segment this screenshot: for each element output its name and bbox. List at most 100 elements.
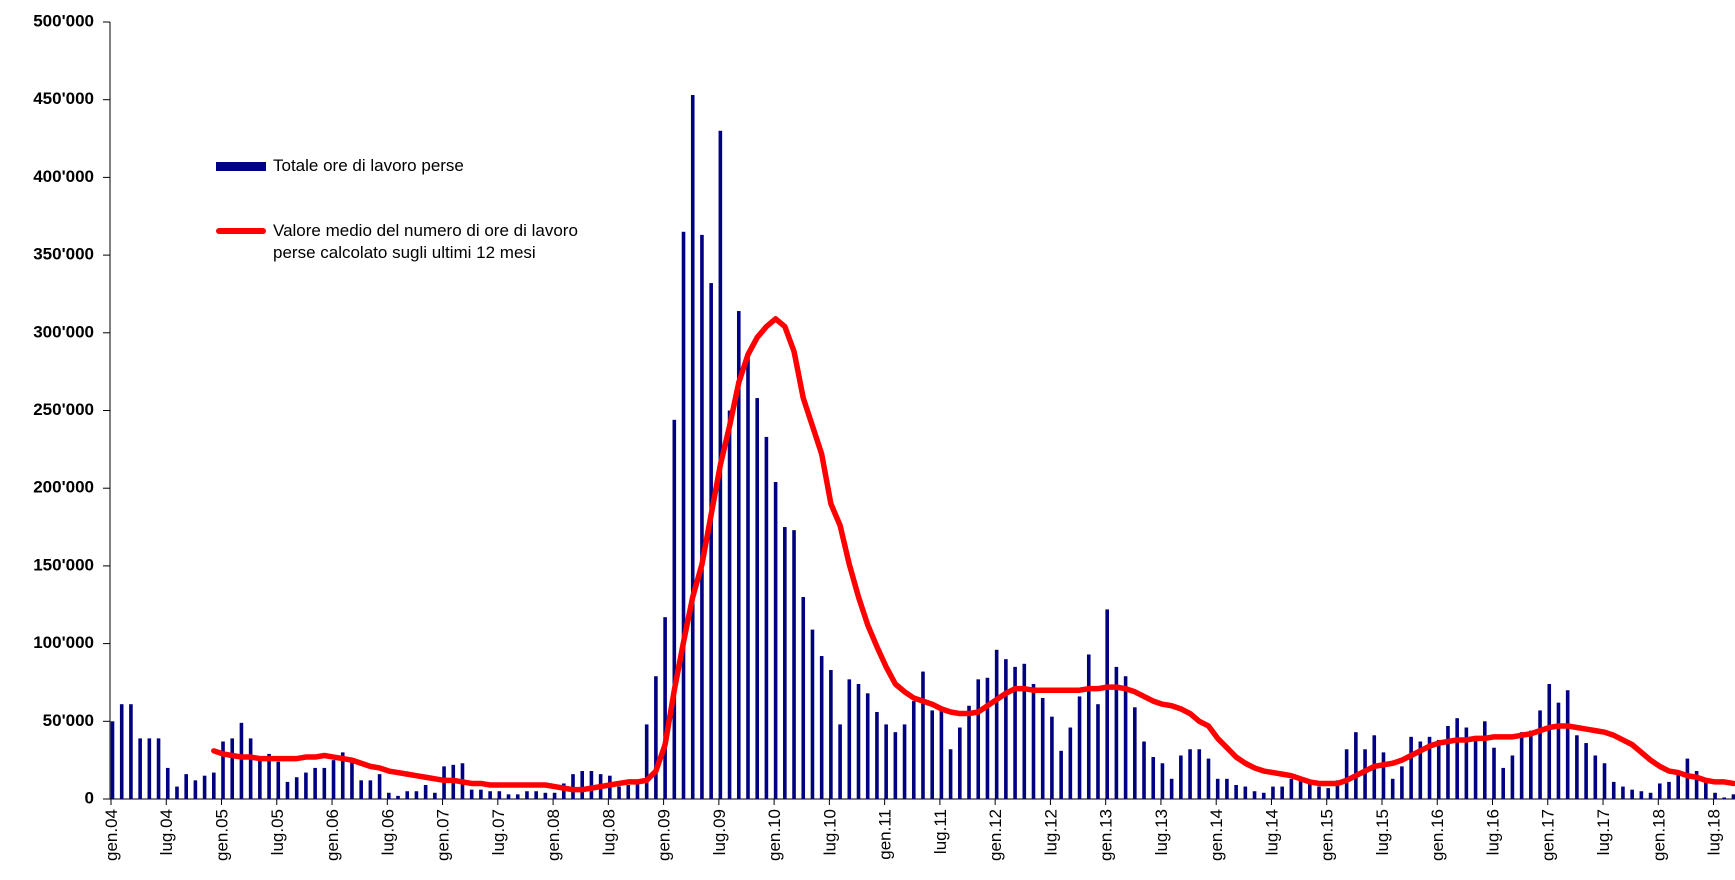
bar (1261, 792, 1266, 799)
bar (1519, 732, 1524, 799)
bar (580, 771, 585, 799)
bar (1418, 741, 1423, 799)
x-tick-label: lug.13 (1152, 809, 1171, 855)
x-tick-label: gen.16 (1428, 809, 1447, 861)
bar (1565, 690, 1570, 799)
bar (1050, 716, 1054, 799)
bar (322, 767, 327, 799)
bar (248, 738, 253, 799)
bar (387, 792, 391, 799)
bar (1482, 721, 1487, 799)
x-tick-label: lug.10 (820, 809, 839, 855)
bar (1077, 696, 1082, 799)
bar (230, 738, 235, 799)
bar (1602, 763, 1607, 799)
bar (1713, 792, 1717, 799)
bar (967, 705, 971, 799)
bar (1400, 766, 1404, 799)
bar (506, 794, 511, 799)
bar (184, 774, 188, 799)
x-tick-label: lug.08 (599, 809, 618, 855)
bar (635, 783, 640, 799)
x-tick-label: gen.09 (655, 809, 674, 861)
bar (396, 795, 400, 799)
bar (1169, 778, 1174, 799)
bar (552, 792, 557, 799)
bar (865, 693, 870, 799)
bar (681, 231, 686, 800)
bar (1556, 702, 1561, 799)
bar (1685, 758, 1690, 799)
bar (479, 789, 483, 799)
bar (267, 753, 271, 799)
bar (571, 774, 575, 799)
y-tick-label: 150'000 (33, 555, 94, 574)
y-tick-label: 50'000 (43, 711, 94, 730)
bar (1455, 718, 1459, 799)
bar (175, 786, 179, 799)
bar (1704, 780, 1708, 799)
y-tick-label: 350'000 (33, 245, 94, 264)
bar (294, 777, 299, 799)
bar (1105, 609, 1109, 799)
bar (405, 791, 410, 799)
bar (985, 677, 990, 799)
bar (1308, 783, 1312, 799)
bar (1317, 786, 1321, 799)
bar (1031, 684, 1036, 799)
bar (1059, 750, 1063, 799)
x-tick-label: gen.08 (544, 809, 563, 861)
bar (1381, 752, 1386, 799)
bar (810, 629, 815, 799)
x-tick-label: gen.10 (765, 809, 784, 861)
x-tick-label: lug.16 (1483, 809, 1502, 855)
x-tick-label: gen.18 (1649, 809, 1668, 861)
legend-label: Totale ore di lavoro perse (273, 156, 464, 175)
x-tick-label: gen.15 (1318, 809, 1337, 861)
bar (893, 732, 898, 799)
bar (377, 774, 382, 799)
bar (1501, 767, 1506, 799)
bar (433, 792, 437, 799)
bar (110, 721, 115, 799)
bar (331, 760, 336, 799)
x-tick-label: lug.09 (710, 809, 729, 855)
bar (1446, 725, 1450, 799)
bar (138, 738, 142, 799)
bar (469, 789, 474, 799)
x-tick-label: gen.06 (323, 809, 342, 861)
bar (1473, 736, 1478, 799)
bar (423, 785, 428, 799)
bar (1142, 741, 1146, 799)
bar (1234, 785, 1238, 799)
bar (1206, 758, 1211, 799)
bar (727, 410, 732, 799)
x-tick-label: gen.13 (1097, 809, 1116, 861)
bar (1630, 789, 1634, 799)
bar (304, 772, 308, 799)
bar (1639, 791, 1644, 799)
bar (350, 758, 354, 799)
bar (976, 679, 981, 799)
bar (617, 786, 621, 799)
bar (1004, 659, 1008, 799)
bar (746, 353, 750, 799)
bar (1133, 707, 1137, 799)
bar (884, 724, 888, 799)
bar (1538, 710, 1542, 799)
bar (1676, 771, 1680, 799)
y-tick-label: 300'000 (33, 322, 94, 341)
x-tick-label: gen.17 (1539, 809, 1558, 861)
bar (690, 95, 695, 799)
x-tick-label: lug.18 (1705, 809, 1724, 855)
bar (368, 780, 373, 799)
bar (847, 679, 852, 799)
bar (1593, 755, 1598, 799)
x-tick-label: gen.05 (213, 809, 232, 861)
bar (285, 781, 290, 799)
bar (1114, 666, 1119, 799)
bar (838, 724, 842, 799)
bar (700, 234, 704, 799)
x-tick-label: gen.11 (876, 809, 895, 860)
bar (819, 656, 824, 799)
